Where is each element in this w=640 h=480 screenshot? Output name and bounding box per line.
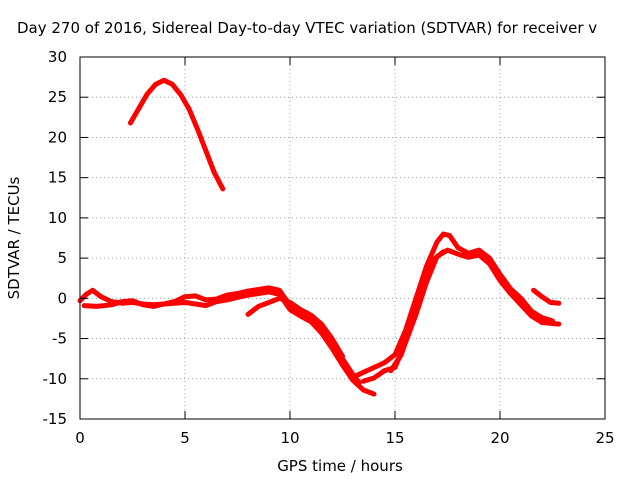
y-tick-label: -15 (43, 410, 68, 428)
series-line-recovery-A (350, 231, 555, 380)
x-tick-label: 0 (75, 429, 85, 447)
axis-ticks: 0 5 10 15 20 25 -15 -10 -5 0 5 10 15 20 25 30 (43, 48, 615, 447)
series-line-baseline-C (245, 295, 345, 359)
x-tick-label: 10 (280, 429, 299, 447)
x-tick-label: 25 (595, 429, 614, 447)
grid (80, 57, 605, 419)
y-tick-label: 10 (48, 209, 67, 227)
x-tick-label: 20 (490, 429, 509, 447)
data-series (77, 77, 562, 397)
y-tick-label: -5 (52, 330, 67, 348)
chart-title: Day 270 of 2016, Sidereal Day-to-day VTE… (17, 19, 597, 37)
y-tick-label: 20 (48, 128, 67, 146)
y-tick-label: 30 (48, 48, 67, 66)
x-axis-label: GPS time / hours (277, 457, 403, 475)
y-tick-label: -10 (43, 370, 68, 388)
y-tick-label: 25 (48, 88, 67, 106)
series-line-arc-high (127, 77, 226, 192)
y-tick-label: 15 (48, 169, 67, 187)
y-tick-label: 5 (57, 249, 67, 267)
plot-frame (79, 56, 606, 420)
series-line-recovery-B (361, 247, 562, 384)
y-axis-label: SDTVAR / TECUs (5, 176, 23, 299)
x-tick-label: 5 (180, 429, 190, 447)
series-line-recovery-C (388, 249, 446, 374)
series-line-baseline-B (81, 289, 377, 397)
series-line-tail-segment (531, 287, 562, 306)
y-tick-label: 0 (57, 289, 67, 307)
x-tick-label: 15 (385, 429, 404, 447)
